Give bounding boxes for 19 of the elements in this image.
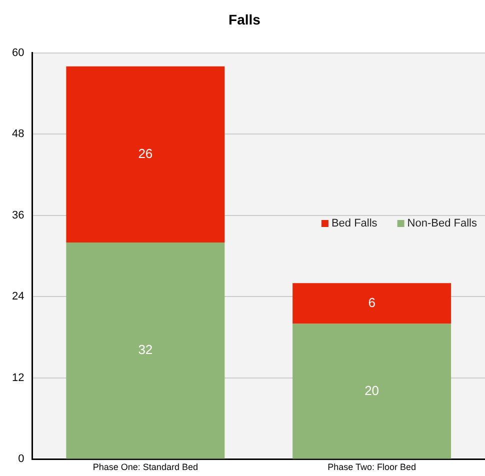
data-label: 26 (138, 146, 153, 161)
chart-title: Falls (228, 11, 261, 28)
bar (292, 324, 452, 459)
x-tick-label: Phase Two: Floor Bed (328, 462, 416, 472)
bar (292, 283, 452, 324)
legend-label: Bed Falls (331, 218, 378, 230)
data-label: 20 (364, 382, 380, 398)
data-label: 32 (138, 342, 153, 358)
y-tick-label: 12 (12, 372, 24, 384)
bar (66, 242, 225, 459)
y-tick-label: 24 (12, 290, 24, 303)
data-label: 6 (368, 294, 376, 310)
legend-label: Non-Bed Falls (407, 218, 478, 230)
bar (66, 66, 225, 242)
y-tick-label: 0 (18, 453, 24, 466)
y-tick-label: 36 (12, 209, 24, 222)
x-tick-label: Phase One: Standard Bed (92, 462, 198, 472)
y-tick-label: 48 (12, 128, 24, 140)
y-tick-label: 60 (12, 46, 24, 59)
